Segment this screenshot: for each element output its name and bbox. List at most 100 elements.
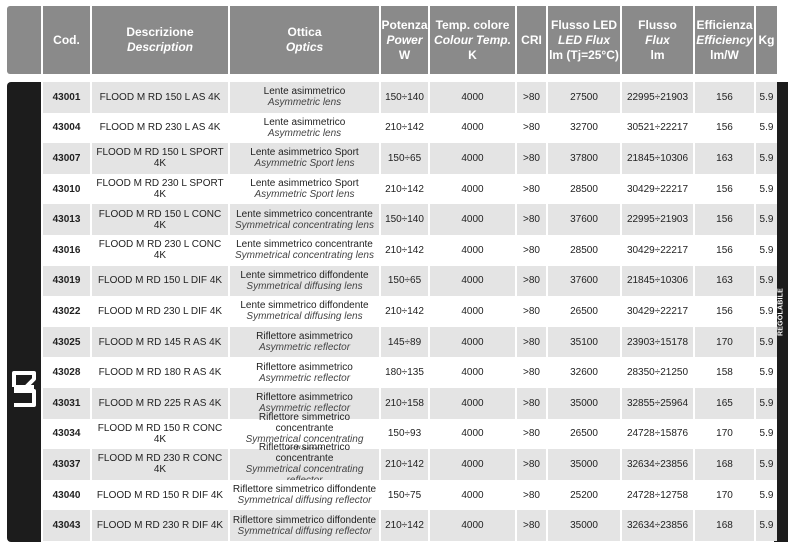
row-flux: 32634÷23856 — [622, 510, 693, 541]
row-led-flux: 28500 — [548, 234, 620, 266]
row-cri: >80 — [517, 234, 546, 266]
row-power: 150÷65 — [381, 143, 428, 174]
optic-italian: Riflettore simmetrico concentrante — [258, 442, 351, 465]
rd-logo-icon — [12, 371, 36, 407]
table-row: 43031 FLOOD M RD 225 R AS 4K Riflettore as… — [43, 387, 777, 419]
row-efficiency: 163 — [695, 143, 754, 174]
row-flux: 30429÷22217 — [622, 234, 693, 266]
row-code: 43001 — [43, 82, 90, 113]
row-description: FLOOD M RD 145 R AS 4K — [92, 326, 228, 358]
dimmable-label: REGOLABILE — [777, 288, 785, 336]
row-description: FLOOD M RD 150 L DIF 4K — [92, 265, 228, 297]
row-description: FLOOD M RD 230 L SPORT 4K — [92, 173, 228, 205]
row-optic: Riflettore simmetrico diffondente Symmetr… — [230, 479, 379, 511]
row-colour-temp: 4000 — [430, 143, 515, 174]
table-header: Cod. Descrizione Description Ottica Optics… — [43, 6, 777, 74]
row-flux: 22995÷21903 — [622, 204, 693, 235]
row-kg: 5.9 — [756, 112, 777, 144]
row-cri: >80 — [517, 479, 546, 511]
row-optic: Riflettore simmetrico diffondente Symmetr… — [230, 510, 379, 541]
row-power: 150÷65 — [381, 265, 428, 297]
row-colour-temp: 4000 — [430, 112, 515, 144]
row-led-flux: 25200 — [548, 479, 620, 511]
row-description: FLOOD M RD 230 L AS 4K — [92, 112, 228, 144]
row-colour-temp: 4000 — [430, 357, 515, 388]
row-cri: >80 — [517, 326, 546, 358]
row-code: 43025 — [43, 326, 90, 358]
row-efficiency: 156 — [695, 204, 754, 235]
table-row: 43019 FLOOD M RD 150 L DIF 4K Lente simmet… — [43, 265, 777, 297]
row-led-flux: 35000 — [548, 510, 620, 541]
row-code: 43004 — [43, 112, 90, 144]
row-power: 210÷158 — [381, 387, 428, 419]
optic-english: Asymmetric reflector — [258, 372, 351, 384]
row-power: 150÷75 — [381, 479, 428, 511]
row-power: 210÷142 — [381, 510, 428, 541]
row-kg: 5.9 — [756, 234, 777, 266]
optic-italian: Riflettore simmetrico diffondente — [232, 484, 377, 496]
table-row: 43016 FLOOD M RD 230 L CONC 4K Lente simme… — [43, 234, 777, 266]
row-optic: Lente simmetrico diffondente Symmetrical … — [230, 296, 379, 327]
row-efficiency: 165 — [695, 387, 754, 419]
row-efficiency: 168 — [695, 510, 754, 541]
row-description: FLOOD M RD 230 L DIF 4K — [92, 296, 228, 327]
row-kg: 5.9 — [756, 204, 777, 235]
table-row: 43022 FLOOD M RD 230 L DIF 4K Lente simmet… — [43, 296, 777, 327]
row-code: 43031 — [43, 387, 90, 419]
row-efficiency: 158 — [695, 357, 754, 388]
row-flux: 32855÷25964 — [622, 387, 693, 419]
row-cri: >80 — [517, 357, 546, 388]
table-row: 43025 FLOOD M RD 145 R AS 4K Riflettore as… — [43, 326, 777, 358]
row-power: 210÷142 — [381, 449, 428, 480]
row-code: 43040 — [43, 479, 90, 511]
row-led-flux: 37600 — [548, 204, 620, 235]
row-description: FLOOD M RD 150 R CONC 4K — [92, 418, 228, 450]
row-colour-temp: 4000 — [430, 296, 515, 327]
table-row: 43040 FLOOD M RD 150 R DIF 4K Riflettore s… — [43, 479, 777, 511]
row-flux: 22995÷21903 — [622, 82, 693, 113]
row-flux: 24728÷12758 — [622, 479, 693, 511]
row-code: 43016 — [43, 234, 90, 266]
optic-italian: Riflettore simmetrico diffondente — [232, 514, 377, 526]
row-flux: 30429÷22217 — [622, 173, 693, 205]
table-row: 43007 FLOOD M RD 150 L SPORT 4K Lente asim… — [43, 143, 777, 174]
row-cri: >80 — [517, 296, 546, 327]
row-power: 150÷140 — [381, 82, 428, 113]
row-led-flux: 35100 — [548, 326, 620, 358]
table-body: 43001 FLOOD M RD 150 L AS 4K Lente asimmet… — [43, 82, 777, 541]
optic-italian: Lente asimmetrico Sport — [250, 147, 359, 159]
row-led-flux: 35000 — [548, 449, 620, 480]
row-description: FLOOD M RD 230 R DIF 4K — [92, 510, 228, 541]
header-power: Potenza Power W — [381, 6, 428, 74]
row-colour-temp: 4000 — [430, 204, 515, 235]
optic-italian: Lente simmetrico diffondente — [240, 269, 369, 281]
row-flux: 30429÷22217 — [622, 296, 693, 327]
row-kg: 5.9 — [756, 449, 777, 480]
row-code: 43034 — [43, 418, 90, 450]
row-code: 43028 — [43, 357, 90, 388]
row-kg: 5.9 — [756, 387, 777, 419]
table-row: 43010 FLOOD M RD 230 L SPORT 4K Lente asim… — [43, 173, 777, 205]
row-description: FLOOD M RD 180 R AS 4K — [92, 357, 228, 388]
row-optic: Lente simmetrico concentrante Symmetrical… — [230, 234, 379, 266]
row-kg: 5.9 — [756, 143, 777, 174]
row-optic: Lente asimmetrico Asymmetric lens — [230, 112, 379, 144]
row-led-flux: 32700 — [548, 112, 620, 144]
row-kg: 5.9 — [756, 357, 777, 388]
optic-italian: Lente simmetrico concentrante — [236, 208, 373, 220]
row-optic: Riflettore simmetrico concentrante Symmet… — [230, 442, 379, 486]
table-row: 43034 FLOOD M RD 150 R CONC 4K Riflettore … — [43, 412, 777, 456]
header-kg: Kg — [756, 6, 777, 74]
series-label: RD — [7, 82, 8, 83]
row-led-flux: 32600 — [548, 357, 620, 388]
row-code: 43013 — [43, 204, 90, 235]
row-power: 150÷93 — [381, 418, 428, 450]
optic-italian: Riflettore asimmetrico — [256, 361, 353, 373]
optic-english: Asymmetric lens — [267, 97, 342, 109]
header-optics: Ottica Optics — [230, 6, 379, 74]
optic-italian: Lente asimmetrico — [263, 116, 346, 128]
row-cri: >80 — [517, 449, 546, 480]
row-cri: >80 — [517, 82, 546, 113]
header-cri: CRI — [517, 6, 546, 74]
optic-italian: Lente simmetrico concentrante — [236, 239, 373, 251]
